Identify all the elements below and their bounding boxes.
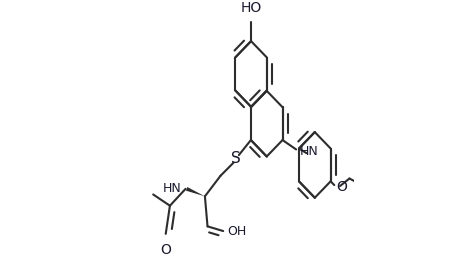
Polygon shape (186, 187, 205, 196)
Text: OH: OH (227, 225, 246, 238)
Text: O: O (160, 243, 171, 257)
Text: HN: HN (163, 182, 181, 195)
Text: S: S (232, 151, 241, 166)
Text: HN: HN (299, 145, 318, 158)
Text: HO: HO (240, 1, 262, 15)
Text: O: O (336, 180, 347, 194)
